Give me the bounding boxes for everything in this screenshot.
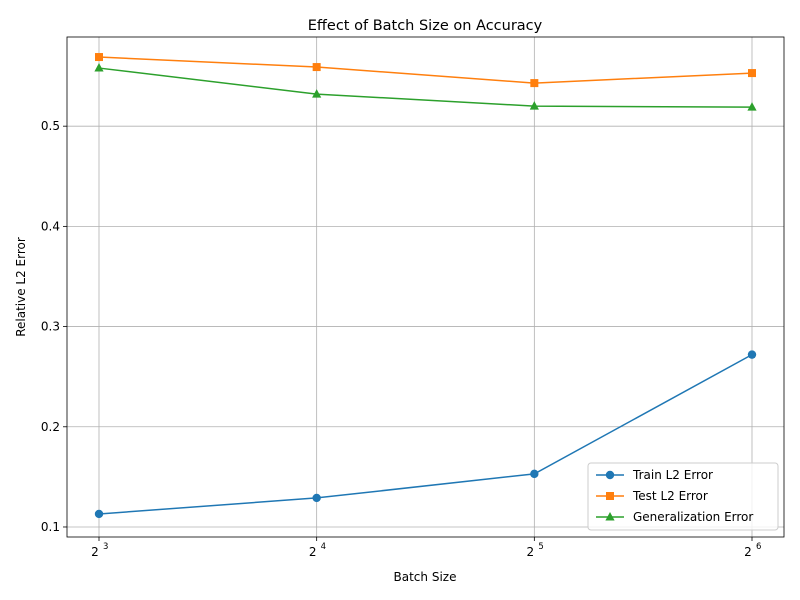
series-layer	[94, 53, 757, 519]
x-tick-label: 2	[527, 545, 535, 559]
x-tick-exponent: 3	[103, 542, 108, 552]
x-tick-exponent: 4	[321, 542, 326, 552]
x-tick-label: 2	[744, 545, 752, 559]
legend-entry: Test L2 Error	[596, 489, 708, 503]
x-tick-label: 2	[309, 545, 317, 559]
y-tick-label: 0.1	[41, 520, 60, 534]
series-line	[98, 56, 753, 84]
data-point	[748, 69, 756, 78]
chart-title: Effect of Batch Size on Accuracy	[308, 18, 543, 34]
data-point	[94, 509, 104, 519]
series-2	[95, 53, 756, 88]
series-line	[98, 67, 753, 108]
data-point	[312, 63, 321, 72]
legend-label: Train L2 Error	[632, 468, 713, 482]
legend-box	[587, 462, 779, 531]
data-point	[747, 350, 757, 359]
y-axis-ticks: 0.1 0.2 0.3 0.4 0.5	[41, 119, 67, 534]
legend-entry: Train L2 Error	[596, 468, 713, 482]
plot-frame	[66, 36, 785, 538]
grid-lines	[67, 37, 784, 537]
x-tick-exponent: 6	[756, 542, 761, 552]
data-point	[530, 469, 539, 479]
data-point	[312, 89, 322, 98]
series-3	[94, 63, 757, 111]
legend: Train L2 Error Test L2 Error Generalizatio…	[587, 462, 779, 531]
y-axis-label: Relative L2 Error	[14, 237, 28, 337]
legend-label: Generalization Error	[633, 510, 753, 524]
legend-marker	[605, 470, 615, 480]
legend-label: Test L2 Error	[632, 489, 708, 503]
data-point	[94, 63, 104, 72]
legend-marker	[605, 512, 615, 521]
y-tick-label: 0.3	[41, 320, 60, 334]
data-point	[747, 102, 757, 111]
y-tick-label: 0.5	[41, 119, 60, 133]
data-point	[529, 101, 539, 110]
series-1	[94, 350, 757, 519]
x-tick-exponent: 5	[538, 542, 543, 552]
x-tick-label: 2	[91, 545, 99, 559]
legend-entry: Generalization Error	[596, 510, 753, 524]
data-point	[95, 53, 103, 62]
data-point	[312, 493, 321, 503]
x-axis-label: Batch Size	[394, 570, 457, 584]
data-point	[530, 79, 539, 88]
y-tick-label: 0.2	[41, 420, 60, 434]
series-line	[98, 353, 753, 515]
legend-marker	[606, 492, 614, 500]
y-tick-label: 0.4	[41, 219, 60, 233]
